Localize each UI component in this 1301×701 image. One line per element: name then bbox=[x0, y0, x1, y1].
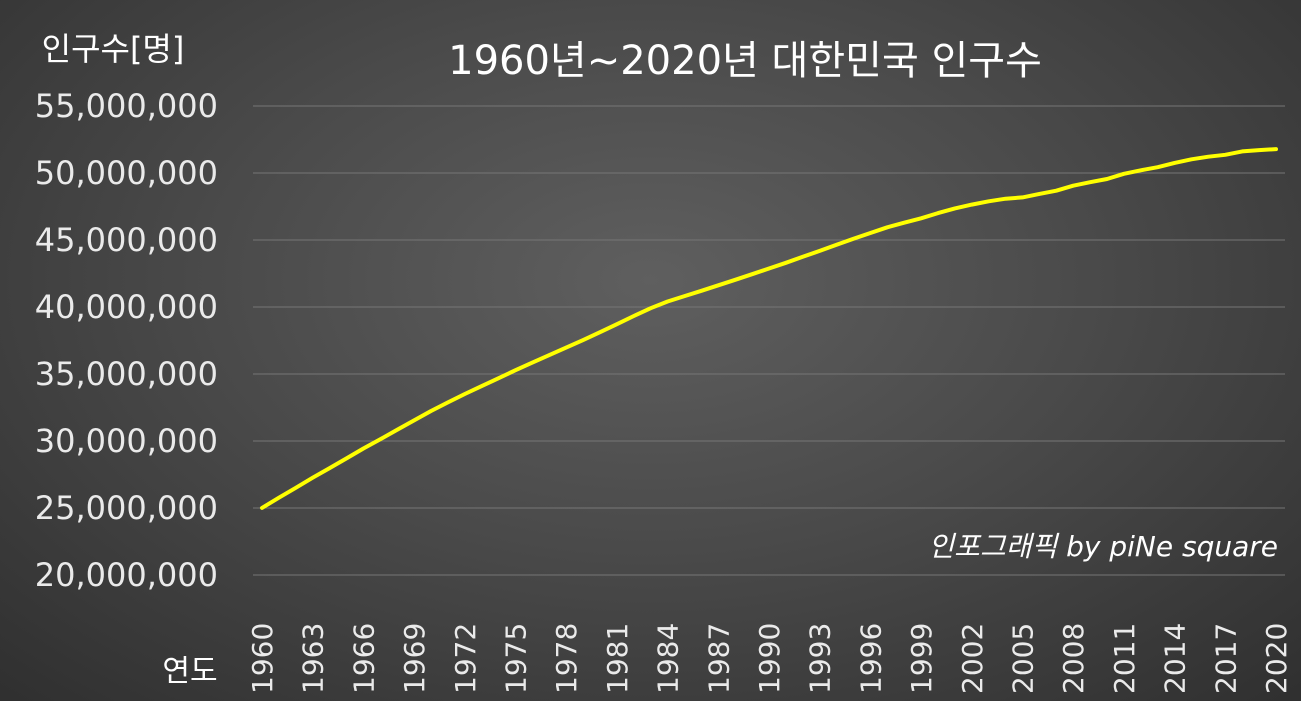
x-tick-label: 2014 bbox=[1159, 623, 1192, 694]
y-tick-label: 50,000,000 bbox=[35, 154, 218, 192]
x-tick-label: 1960 bbox=[246, 623, 279, 694]
x-tick-label: 1978 bbox=[550, 623, 583, 694]
x-tick-label: 1984 bbox=[652, 623, 685, 694]
x-tick-label: 1975 bbox=[500, 623, 533, 694]
x-tick-label: 2017 bbox=[1209, 623, 1242, 694]
y-axis-label: 인구수[명] bbox=[42, 30, 185, 68]
x-tick-label: 1987 bbox=[702, 623, 735, 694]
x-tick-label: 2008 bbox=[1057, 623, 1090, 694]
x-tick-label: 2011 bbox=[1108, 623, 1141, 694]
y-tick-label: 30,000,000 bbox=[35, 422, 218, 460]
y-tick-labels: 20,000,000 25,000,000 30,000,000 35,000,000… bbox=[35, 87, 218, 594]
x-tick-label: 2020 bbox=[1260, 623, 1293, 694]
x-axis-label: 연도 bbox=[162, 654, 217, 689]
x-tick-label: 1993 bbox=[804, 623, 837, 694]
x-tick-label: 2005 bbox=[1007, 623, 1040, 694]
x-tick-label: 1972 bbox=[449, 623, 482, 694]
x-tick-label: 1999 bbox=[905, 623, 938, 694]
credit-text: 인포그래픽 by piNe square bbox=[928, 530, 1278, 563]
x-tick-label: 1966 bbox=[347, 623, 380, 694]
x-tick-label: 1969 bbox=[398, 623, 431, 694]
y-tick-label: 40,000,000 bbox=[35, 288, 218, 326]
x-tick-label: 1981 bbox=[601, 623, 634, 694]
y-tick-label: 35,000,000 bbox=[35, 355, 218, 393]
chart-title: 1960년~2020년 대한민국 인구수 bbox=[448, 38, 1042, 84]
x-tick-label: 1990 bbox=[753, 623, 786, 694]
y-tick-label: 55,000,000 bbox=[35, 87, 218, 125]
y-tick-label: 20,000,000 bbox=[35, 556, 218, 594]
x-tick-label: 2002 bbox=[956, 623, 989, 694]
y-tick-label: 45,000,000 bbox=[35, 221, 218, 259]
x-tick-label: 1963 bbox=[297, 623, 330, 694]
x-tick-label: 1996 bbox=[854, 623, 887, 694]
y-tick-label: 25,000,000 bbox=[35, 489, 218, 527]
x-tick-labels: 1960 1963 1966 1969 1972 1975 1978 1981 1984 1987… bbox=[246, 623, 1293, 694]
gridlines bbox=[253, 105, 1285, 576]
series-line-population bbox=[260, 147, 1278, 510]
